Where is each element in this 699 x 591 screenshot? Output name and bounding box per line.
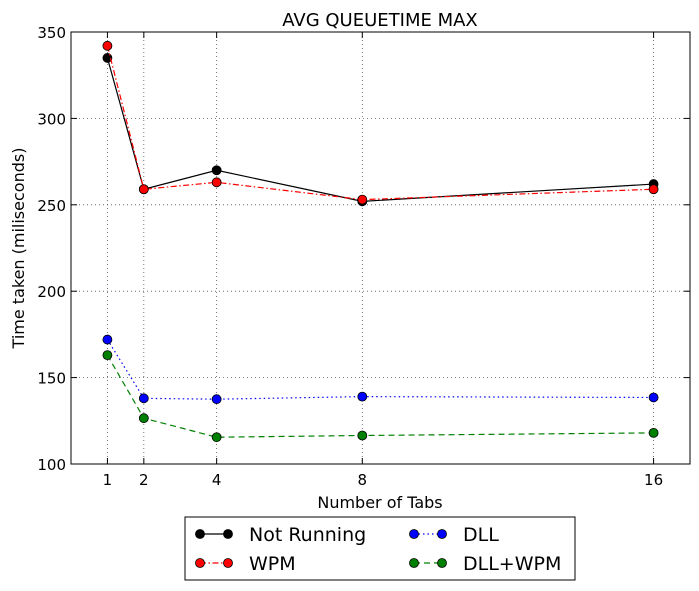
- data-point: [357, 194, 368, 205]
- data-point: [102, 40, 113, 51]
- y-axis-label: Time taken (miliseconds): [9, 148, 28, 350]
- legend-item: DLL+WPM: [409, 553, 561, 575]
- series-dll-wpm: [102, 350, 659, 443]
- legend-marker: [223, 558, 233, 568]
- y-tick-label: 150: [37, 370, 66, 388]
- legend-box: [184, 516, 576, 581]
- series-line: [106, 339, 654, 400]
- y-tick-label: 200: [37, 283, 66, 301]
- series-line: [106, 57, 654, 202]
- data-point: [211, 432, 222, 443]
- legend-item: WPM: [195, 553, 296, 575]
- legend-marker: [195, 529, 205, 539]
- x-tick-label: 8: [358, 471, 368, 489]
- legend: Not Running DLL WPM DLL+WPM: [184, 516, 576, 581]
- legend-marker: [437, 529, 447, 539]
- legend-marker: [223, 529, 233, 539]
- series-wpm: [102, 40, 659, 205]
- data-point: [102, 350, 113, 361]
- data-point: [648, 392, 659, 403]
- axis-ticks: 1 2 4 8 16 100 150 200 250 300 350: [37, 24, 690, 489]
- grid-lines: [71, 31, 690, 465]
- data-point: [211, 177, 222, 188]
- x-axis-label: Number of Tabs: [317, 493, 442, 512]
- legend-marker: [409, 558, 419, 568]
- x-tick-label: 16: [644, 471, 663, 489]
- chart-title: AVG QUEUETIME MAX: [282, 10, 478, 31]
- data-point: [648, 184, 659, 195]
- legend-item: Not Running: [195, 524, 366, 546]
- y-tick-label: 250: [37, 197, 66, 215]
- plot-frame: [70, 31, 691, 465]
- series-layer: [102, 40, 659, 443]
- data-point: [138, 184, 149, 195]
- series-dll: [102, 334, 659, 405]
- legend-item: DLL: [409, 524, 499, 546]
- legend-label: Not Running: [249, 524, 366, 546]
- series-line: [106, 354, 654, 438]
- y-tick-label: 100: [37, 456, 66, 474]
- legend-label: WPM: [249, 553, 296, 575]
- x-tick-label: 4: [212, 471, 222, 489]
- data-point: [211, 394, 222, 405]
- x-tick-label: 1: [103, 471, 113, 489]
- legend-marker: [409, 529, 419, 539]
- series-not-running: [102, 53, 659, 207]
- data-point: [357, 391, 368, 402]
- legend-marker: [195, 558, 205, 568]
- data-point: [102, 53, 113, 63]
- y-tick-label: 350: [37, 24, 66, 42]
- series-line: [106, 45, 654, 201]
- legend-label: DLL: [463, 524, 499, 546]
- legend-marker: [437, 558, 447, 568]
- data-point: [357, 430, 368, 441]
- y-tick-label: 300: [37, 110, 66, 128]
- data-point: [211, 165, 222, 176]
- data-point: [102, 334, 113, 345]
- data-point: [138, 393, 149, 404]
- x-tick-label: 2: [139, 471, 149, 489]
- data-point: [648, 427, 659, 438]
- legend-label: DLL+WPM: [463, 553, 561, 575]
- data-point: [138, 413, 149, 424]
